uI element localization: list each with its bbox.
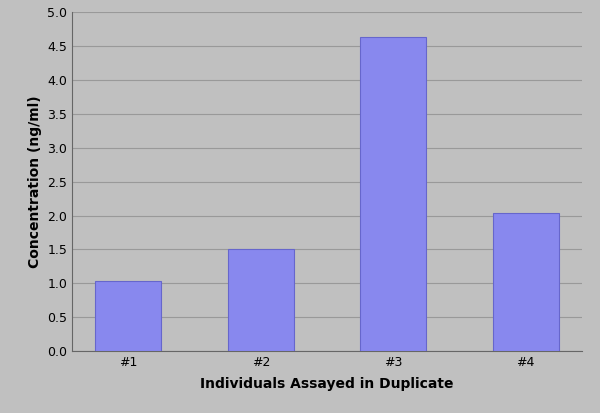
Bar: [493, 213, 559, 351]
X-axis label: Individuals Assayed in Duplicate: Individuals Assayed in Duplicate: [200, 377, 454, 391]
Bar: [95, 280, 161, 351]
Bar: [227, 249, 294, 351]
Bar: [360, 38, 427, 351]
Y-axis label: Concentration (ng/ml): Concentration (ng/ml): [28, 95, 41, 268]
